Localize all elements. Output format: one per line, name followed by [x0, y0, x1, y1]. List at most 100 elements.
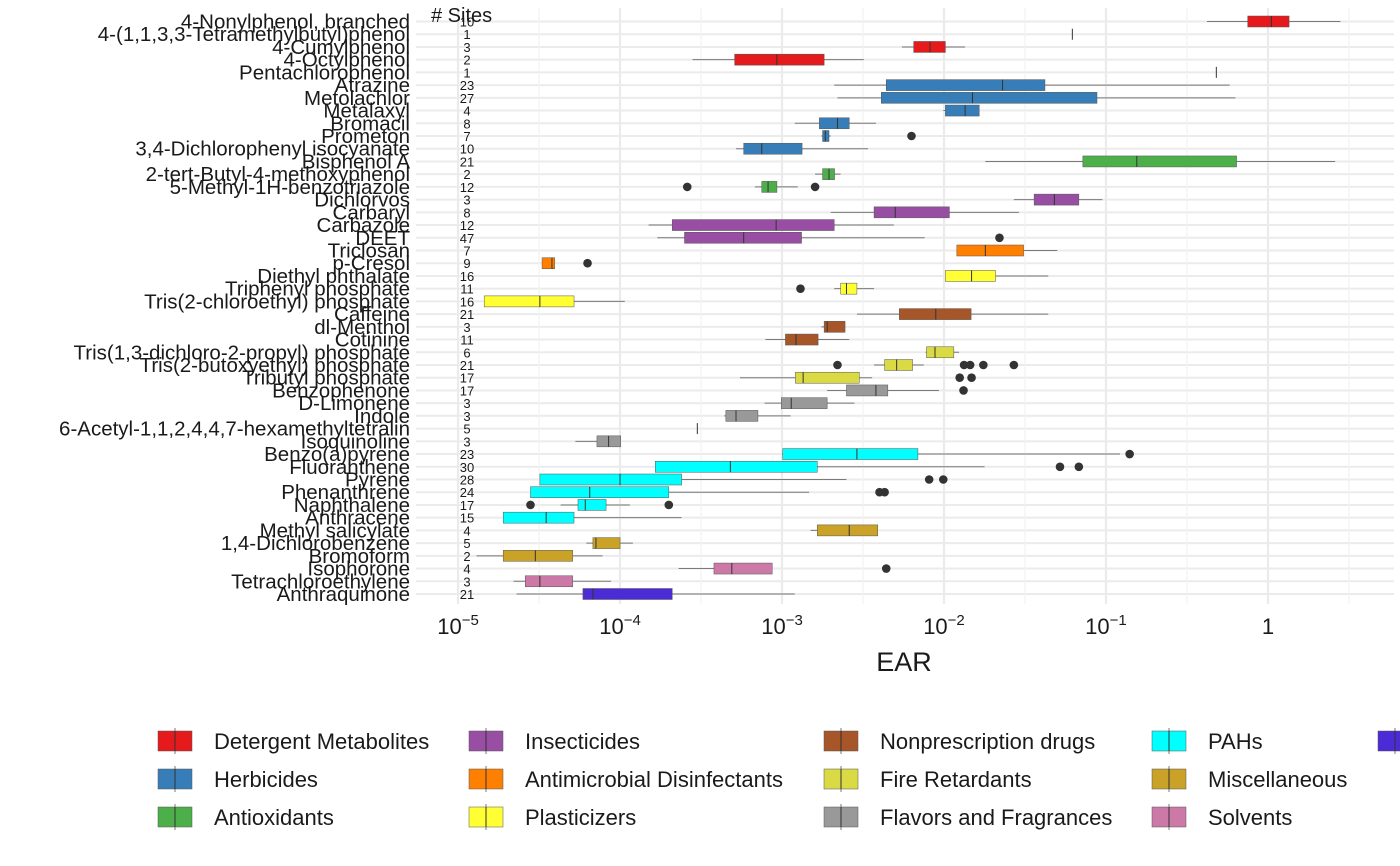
box-36 — [539, 473, 948, 486]
iqr-box — [795, 371, 860, 384]
site-count: 3 — [463, 396, 470, 411]
x-tick-label: 1 — [1262, 614, 1274, 639]
outlier-point — [959, 360, 969, 370]
site-count: 11 — [460, 282, 474, 297]
chemical-label: Metalaxyl — [323, 100, 410, 123]
site-count: 23 — [460, 78, 474, 93]
legend-label: Herbicides — [214, 767, 318, 792]
x-axis-title: EAR — [876, 647, 932, 677]
box-19 — [541, 257, 592, 269]
legend-label: Antimicrobial Disinfectants — [525, 767, 783, 792]
site-count: 9 — [463, 256, 470, 271]
iqr-box — [577, 499, 607, 511]
chemical-label: Triclosan — [328, 240, 410, 263]
outlier-point — [1125, 449, 1134, 459]
chemical-label: Carbaryl — [333, 201, 410, 224]
box-10 — [736, 142, 869, 155]
site-count: 10 — [460, 15, 474, 30]
site-count: 3 — [463, 193, 470, 208]
box-9 — [821, 130, 916, 142]
box-43 — [678, 562, 891, 575]
chemical-label: 4-Nonylphenol, branched — [181, 11, 410, 34]
box-30 — [764, 397, 855, 409]
chemical-label: Tetrachloroethylene — [231, 570, 410, 593]
boxplot-layer — [476, 15, 1341, 600]
chemical-label: Atrazine — [335, 74, 410, 97]
outlier-point — [979, 360, 988, 370]
box-24 — [821, 321, 846, 333]
box-27 — [833, 359, 1019, 371]
legend: Detergent Metabolites Herbicides Antioxida… — [157, 728, 1400, 830]
site-count: 7 — [463, 244, 470, 259]
site-count: 21 — [460, 358, 474, 373]
site-count: 21 — [460, 587, 474, 602]
site-count: 23 — [460, 447, 474, 462]
chemical-label: 2-tert-Butyl-4-methoxyphenol — [146, 163, 410, 186]
site-count: 16 — [460, 269, 474, 284]
legend-label: Nonprescription drugs — [880, 729, 1095, 754]
box-45 — [516, 588, 795, 600]
legend-item: Nonprescription drugs — [823, 728, 1095, 754]
legend-label: Insecticides — [525, 729, 640, 754]
chemical-label: Anthracene — [305, 507, 410, 530]
iqr-box — [846, 384, 889, 397]
outlier-point — [995, 233, 1004, 243]
site-count: 30 — [460, 460, 474, 475]
iqr-box — [956, 244, 1024, 257]
box-31 — [724, 410, 791, 422]
site-count: 1 — [463, 65, 470, 80]
chemical-label: Tris(1,3-dichloro-2-propyl) phosphate — [74, 341, 411, 364]
iqr-box — [539, 473, 682, 486]
site-count: 3 — [463, 434, 470, 449]
chemical-label: Caffeine — [334, 303, 410, 326]
chemical-label: Carbazole — [317, 214, 410, 237]
iqr-box — [819, 117, 850, 130]
chemical-label: DEET — [355, 227, 410, 250]
chemical-label: Prometon — [321, 125, 410, 148]
site-count: 5 — [463, 536, 470, 551]
outlier-point — [967, 373, 976, 383]
legend-label: Flavors and Fragrances — [880, 805, 1112, 830]
box-8 — [794, 117, 876, 130]
legend-item — [1377, 728, 1400, 754]
chemical-label: Naphthalene — [294, 494, 410, 517]
legend-label: Antioxidants — [214, 805, 334, 830]
site-count: 3 — [463, 574, 470, 589]
box-41 — [586, 537, 633, 549]
x-tick-label: 10−1 — [1085, 612, 1127, 639]
iqr-box — [823, 321, 846, 333]
box-35 — [655, 461, 1084, 473]
legend-item: PAHs — [1151, 728, 1263, 754]
box-0 — [1206, 15, 1341, 28]
site-count: 11 — [460, 333, 474, 348]
sites-header: # Sites — [431, 5, 492, 27]
iqr-box — [1082, 155, 1237, 168]
iqr-box — [899, 308, 972, 320]
legend-item: Antimicrobial Disinfectants — [468, 766, 783, 792]
box-28 — [739, 371, 976, 384]
grid-layer — [416, 8, 1394, 604]
box-38 — [526, 499, 674, 511]
site-count: 4 — [463, 562, 470, 577]
box-25 — [765, 333, 850, 346]
outlier-point — [810, 182, 820, 192]
outlier-point — [583, 258, 592, 268]
iqr-box — [945, 104, 980, 117]
site-count: 27 — [460, 91, 474, 106]
site-count: 16 — [460, 294, 474, 309]
chemical-label: 4-Octylphenol — [284, 49, 410, 72]
site-count: 5 — [463, 422, 470, 437]
legend-item: Antioxidants — [157, 804, 334, 830]
site-count: 4 — [463, 523, 470, 538]
site-count: 4 — [463, 104, 470, 119]
iqr-box — [582, 588, 673, 600]
legend-item: Detergent Metabolites — [157, 728, 429, 754]
iqr-box — [655, 461, 818, 473]
box-14 — [1013, 193, 1103, 206]
chemical-label: 3,4-Dichlorophenyl isocyanate — [135, 138, 410, 161]
box-5 — [834, 79, 1230, 91]
iqr-box — [734, 53, 825, 66]
site-count: 21 — [460, 307, 474, 322]
chemical-label: Anthraquinone — [277, 583, 410, 606]
